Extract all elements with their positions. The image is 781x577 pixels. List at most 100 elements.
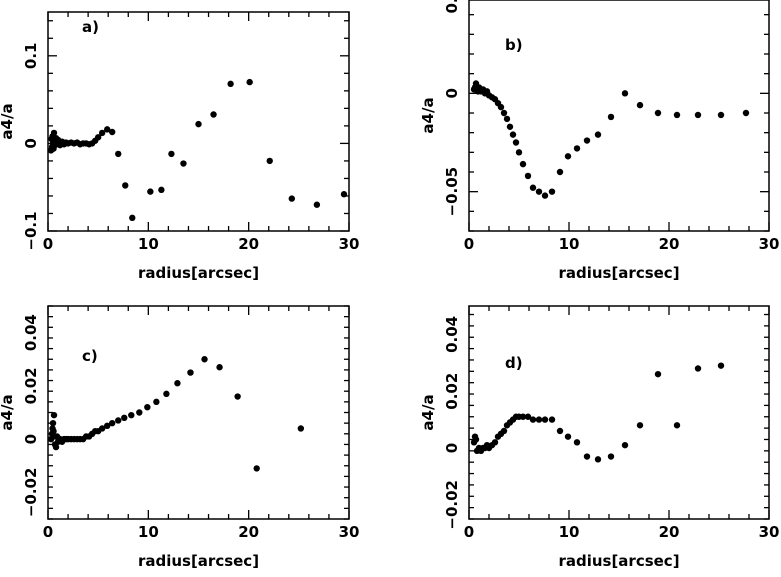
data-point bbox=[673, 422, 681, 429]
data-point bbox=[109, 128, 116, 136]
data-point bbox=[472, 436, 480, 443]
data-point bbox=[500, 427, 508, 435]
y-axis-title: a4/a bbox=[0, 394, 16, 430]
panel-label: d) bbox=[505, 354, 523, 372]
data-point bbox=[654, 109, 662, 117]
data-point bbox=[564, 153, 572, 160]
x-axis-title: radius[arcsec] bbox=[138, 552, 259, 570]
y-tick-label: −0.02 bbox=[443, 480, 461, 530]
data-point bbox=[136, 409, 143, 416]
data-point bbox=[583, 137, 591, 144]
y-tick-label: 0.02 bbox=[443, 373, 461, 410]
data-point bbox=[144, 403, 151, 411]
data-point bbox=[694, 365, 702, 372]
data-point bbox=[583, 453, 591, 460]
data-point bbox=[52, 443, 60, 451]
y-tick-label: 0 bbox=[443, 443, 461, 453]
data-point bbox=[636, 422, 644, 429]
y-tick-label: −0.05 bbox=[443, 167, 461, 217]
data-point bbox=[519, 160, 527, 168]
data-point bbox=[529, 184, 537, 191]
data-point bbox=[297, 425, 305, 432]
data-point bbox=[607, 453, 615, 460]
data-point bbox=[535, 188, 543, 195]
data-point bbox=[524, 172, 532, 180]
data-point bbox=[673, 111, 681, 119]
y-axis-title: a4/a bbox=[419, 394, 437, 430]
y-axis-title: a4/a bbox=[419, 97, 437, 133]
plot-frame bbox=[47, 11, 350, 232]
data-point bbox=[340, 191, 348, 198]
data-point bbox=[195, 120, 202, 128]
data-point bbox=[115, 150, 122, 158]
data-point bbox=[253, 465, 260, 472]
x-tick-label: 0 bbox=[43, 235, 53, 253]
x-tick-label: 30 bbox=[339, 523, 360, 541]
x-tick-label: 10 bbox=[138, 235, 159, 253]
data-point bbox=[266, 157, 273, 165]
data-point bbox=[94, 134, 102, 141]
y-axis-title: a4/a bbox=[0, 103, 16, 139]
panel-d: 0 10 20 30−0.0200.020.04radius[arcsec]a4/ad… bbox=[419, 305, 780, 570]
x-tick-label: 30 bbox=[339, 235, 360, 253]
data-point bbox=[564, 433, 572, 440]
data-point bbox=[147, 188, 154, 195]
y-tick-label: 0.02 bbox=[22, 367, 40, 404]
y-tick-label: 0 bbox=[22, 138, 40, 148]
data-point bbox=[50, 129, 58, 137]
plot-frame bbox=[468, 0, 770, 232]
y-tick-label: 0.05 bbox=[443, 0, 461, 14]
x-tick-label: 0 bbox=[43, 523, 53, 541]
data-point bbox=[187, 369, 194, 376]
data-point bbox=[163, 390, 170, 398]
data-point bbox=[128, 411, 135, 419]
data-point bbox=[556, 168, 564, 176]
data-point bbox=[621, 90, 629, 97]
data-point bbox=[694, 111, 702, 119]
data-point bbox=[503, 115, 511, 123]
data-point bbox=[180, 160, 187, 167]
x-tick-label: 20 bbox=[659, 523, 680, 541]
y-tick-label: −0.1 bbox=[22, 211, 40, 250]
data-point bbox=[288, 195, 296, 202]
data-point bbox=[174, 380, 181, 387]
data-point bbox=[717, 111, 725, 119]
data-point bbox=[548, 416, 556, 423]
data-point bbox=[742, 109, 750, 117]
data-point bbox=[227, 80, 234, 88]
x-tick-label: 10 bbox=[138, 523, 159, 541]
data-point bbox=[512, 139, 520, 146]
y-tick-label: −0.02 bbox=[22, 468, 40, 518]
data-point bbox=[121, 414, 128, 422]
x-tick-label: 20 bbox=[238, 523, 259, 541]
data-point bbox=[158, 186, 165, 194]
panel-label: c) bbox=[82, 347, 98, 365]
data-point bbox=[515, 149, 523, 156]
data-point bbox=[717, 362, 725, 369]
y-tick-label: 0.04 bbox=[443, 316, 461, 353]
x-tick-label: 10 bbox=[559, 235, 580, 253]
data-point bbox=[509, 131, 517, 138]
data-point bbox=[541, 192, 549, 199]
data-point bbox=[234, 393, 241, 400]
data-point bbox=[541, 416, 549, 423]
data-point bbox=[491, 439, 499, 446]
data-point bbox=[98, 129, 106, 137]
data-point bbox=[506, 123, 514, 130]
x-tick-label: 30 bbox=[759, 523, 780, 541]
data-point bbox=[168, 150, 175, 158]
data-point bbox=[524, 413, 532, 420]
data-point bbox=[109, 419, 116, 427]
y-tick-label: 0 bbox=[443, 88, 461, 98]
data-point bbox=[594, 131, 602, 138]
data-point bbox=[210, 111, 217, 118]
data-point bbox=[529, 416, 537, 423]
data-point bbox=[103, 126, 111, 133]
x-axis-title: radius[arcsec] bbox=[138, 264, 259, 282]
data-point bbox=[519, 413, 527, 420]
data-point bbox=[153, 398, 160, 406]
data-point bbox=[50, 411, 58, 419]
y-tick-label: 0.04 bbox=[22, 314, 40, 351]
